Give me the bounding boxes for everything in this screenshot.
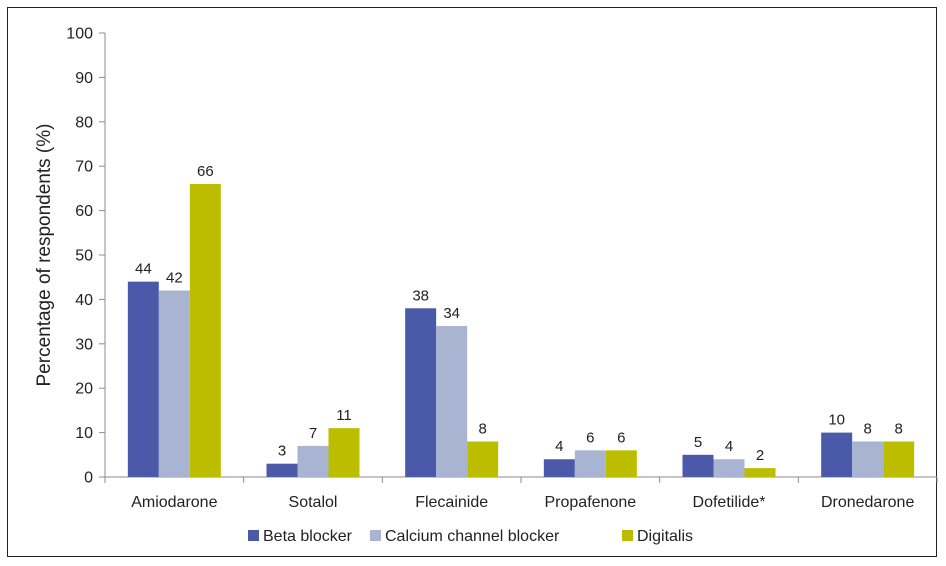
data-label: 8: [863, 420, 871, 437]
bar: [467, 441, 499, 477]
data-label: 66: [197, 163, 214, 180]
legend-swatch: [370, 530, 381, 541]
axes: 0 10 20 30 40 50 60 70 80 90 100: [66, 26, 938, 487]
data-label: 34: [443, 305, 460, 322]
x-tick-label: Dofetilide*: [693, 494, 766, 511]
bar: [713, 459, 745, 477]
bar: [266, 463, 298, 477]
data-label: 8: [478, 420, 486, 437]
data-label: 5: [694, 434, 702, 451]
bar: [328, 428, 360, 477]
legend-swatch: [248, 530, 259, 541]
data-label: 2: [756, 447, 764, 464]
y-tick-label: 30: [75, 336, 93, 353]
bar: [297, 445, 329, 477]
data-label: 6: [617, 429, 625, 446]
bar: [405, 308, 437, 477]
y-tick-label: 50: [75, 248, 93, 265]
legend-label: Digitalis: [637, 528, 693, 545]
bar: [852, 441, 884, 477]
bar: [189, 183, 221, 477]
bar: [682, 454, 714, 477]
data-label: 7: [309, 425, 317, 442]
legend-swatch: [622, 530, 633, 541]
bar: [127, 281, 159, 477]
bar: [883, 441, 915, 477]
y-tick-label: 40: [75, 292, 93, 309]
legend-label: Calcium channel blocker: [385, 528, 560, 545]
bars: [127, 183, 915, 477]
x-tick-label: Flecainide: [415, 494, 488, 511]
labels: 444266Amiodarone3711Sotalol38348Flecaini…: [131, 163, 914, 511]
legend-label: Beta blocker: [263, 528, 353, 545]
data-label: 4: [725, 438, 733, 455]
y-tick-label: 60: [75, 203, 93, 220]
data-label: 10: [828, 412, 845, 429]
data-label: 3: [278, 443, 286, 460]
bar: [574, 450, 606, 477]
y-tick-label: 10: [75, 425, 93, 442]
data-label: 4: [555, 438, 563, 455]
data-label: 38: [412, 287, 429, 304]
x-tick-label: Dronedarone: [821, 494, 915, 511]
x-tick-label: Sotalol: [289, 494, 338, 511]
x-tick-label: Propafenone: [545, 494, 637, 511]
y-tick-label: 0: [84, 470, 93, 487]
y-tick-label: 70: [75, 159, 93, 176]
data-label: 44: [135, 261, 152, 278]
data-label: 42: [166, 270, 183, 287]
y-tick-label: 100: [66, 26, 93, 43]
bar: [436, 326, 468, 477]
y-tick-label: 20: [75, 381, 93, 398]
bar: [821, 432, 853, 477]
x-tick-label: Amiodarone: [131, 494, 217, 511]
bar: [744, 468, 776, 477]
data-label: 8: [894, 420, 902, 437]
data-label: 11: [336, 407, 352, 424]
y-axis-title: Percentage of respondents (%): [34, 124, 55, 387]
bar: [605, 450, 637, 477]
y-tick-label: 90: [75, 70, 93, 87]
data-label: 6: [586, 429, 594, 446]
legend: Beta blocker Calcium channel blocker Digit…: [248, 528, 693, 545]
bar: [158, 290, 190, 477]
bar: [543, 459, 575, 477]
y-tick-label: 80: [75, 114, 93, 131]
